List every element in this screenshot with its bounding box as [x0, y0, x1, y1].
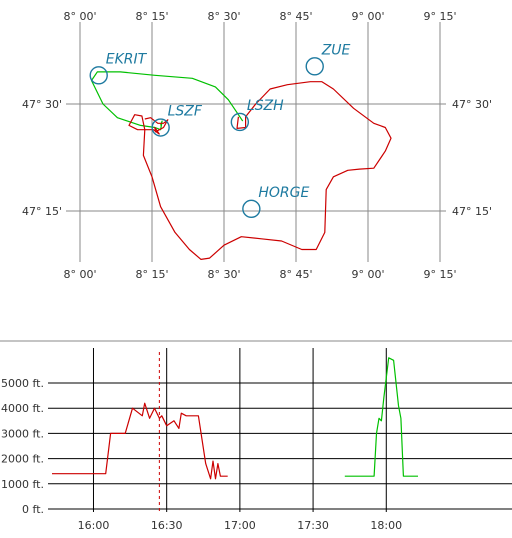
altitude-tick: 5000 ft. — [1, 377, 44, 390]
altitude-series-green — [344, 357, 418, 477]
lon-tick-top: 8° 45' — [279, 10, 312, 23]
waypoint-label: ZUE — [321, 42, 351, 58]
waypoint-marker — [151, 118, 170, 137]
time-tick: 16:00 — [78, 519, 110, 532]
lat-tick-left: 47° 30' — [22, 98, 62, 111]
altitude-tick: 0 ft. — [22, 503, 44, 516]
waypoint-marker — [230, 112, 250, 132]
time-tick: 17:00 — [224, 519, 256, 532]
map-chart: 8° 00' 8° 00' 8° 15' 8° 15' 8° 30' 8° 30' 8° 4… — [22, 10, 492, 281]
lon-tick-top: 8° 00' — [63, 10, 96, 23]
altitude-tick: 3000 ft. — [1, 427, 44, 440]
altitude-tick: 4000 ft. — [1, 402, 44, 415]
waypoint-label: HORGE — [258, 185, 309, 201]
lon-tick-bottom: 8° 15' — [135, 268, 168, 281]
flight-track-green — [90, 71, 244, 131]
lon-tick-bottom: 8° 30' — [207, 268, 240, 281]
altitude-series-red — [52, 402, 228, 480]
flight-track-red — [128, 81, 392, 260]
altitude-tick: 1000 ft. — [1, 478, 44, 491]
lon-tick-bottom: 8° 45' — [279, 268, 312, 281]
waypoint-label: LSZH — [247, 98, 284, 114]
waypoint-marker — [242, 199, 261, 219]
altitude-chart: 5000 ft. 4000 ft. 3000 ft. 2000 ft. 1000 ft.… — [0, 340, 512, 532]
lat-tick-right: 47° 15' — [452, 205, 492, 218]
time-tick: 17:30 — [297, 519, 329, 532]
waypoint-marker — [89, 66, 108, 85]
altitude-tick: 2000 ft. — [1, 453, 44, 466]
time-tick: 18:00 — [370, 519, 402, 532]
lat-tick-right: 47° 30' — [452, 98, 492, 111]
lon-tick-bottom: 9° 15' — [423, 268, 456, 281]
waypoint-label: LSZF — [168, 104, 203, 120]
lon-tick-top: 8° 30' — [207, 10, 240, 23]
lon-tick-bottom: 8° 00' — [63, 268, 96, 281]
lon-tick-top: 9° 00' — [351, 10, 384, 23]
waypoint-marker — [305, 57, 324, 76]
lon-tick-bottom: 9° 00' — [351, 268, 384, 281]
lon-tick-top: 8° 15' — [135, 10, 168, 23]
lat-tick-left: 47° 15' — [22, 205, 62, 218]
waypoint-label: EKRIT — [106, 51, 148, 67]
lon-tick-top: 9° 15' — [423, 10, 456, 23]
time-tick: 16:30 — [151, 519, 183, 532]
